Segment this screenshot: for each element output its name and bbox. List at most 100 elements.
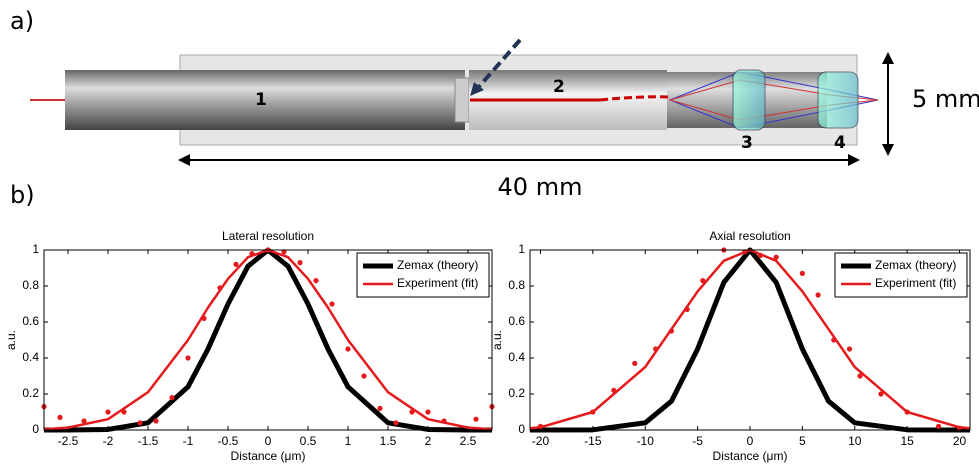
x-tick-label: -1.5	[138, 434, 159, 448]
data-point	[799, 270, 805, 276]
chart-title: Lateral resolution	[222, 229, 314, 243]
data-point	[377, 405, 383, 411]
x-tick-label: 5	[799, 434, 806, 448]
data-point	[904, 409, 910, 415]
data-point	[329, 301, 335, 307]
x-tick-label: -20	[532, 434, 550, 448]
x-tick-label: 2.5	[460, 434, 477, 448]
data-point	[846, 346, 853, 352]
x-tick-label: 20	[953, 434, 967, 448]
x-axis-label: Distance (μm)	[231, 449, 306, 463]
data-point	[611, 387, 617, 393]
y-tick-label: 1	[32, 242, 39, 256]
data-point	[169, 395, 175, 401]
legend-label: Experiment (fit)	[875, 276, 956, 290]
part-label: 1	[255, 90, 267, 110]
data-point	[409, 409, 415, 415]
x-axis-label: Distance (μm)	[713, 449, 788, 463]
y-tick-label: 0.2	[508, 386, 525, 400]
data-point	[632, 360, 638, 366]
x-tick-label: -2.5	[58, 434, 79, 448]
x-tick-label: 2	[425, 434, 432, 448]
lens	[817, 71, 859, 129]
x-tick-label: -5	[692, 434, 703, 448]
data-point	[297, 260, 303, 266]
arrow	[474, 38, 522, 92]
data-point	[153, 418, 159, 424]
diagram: a) 1 2 3 4 5 mm 40 mm b)	[10, 7, 979, 209]
legend-box	[834, 252, 968, 298]
x-tick-label: -10	[637, 434, 655, 448]
part-label: 2	[553, 77, 565, 97]
data-point	[935, 423, 942, 429]
data-point	[393, 420, 399, 426]
lens	[732, 69, 766, 131]
dimension-label: 5 mm	[912, 85, 979, 113]
data-point	[185, 355, 191, 361]
y-tick-label: 0	[518, 422, 525, 436]
dimension-label: 40 mm	[498, 173, 583, 201]
data-point	[57, 414, 63, 420]
data-point	[441, 418, 447, 424]
x-tick-label: 0	[747, 434, 754, 448]
arrow-head	[470, 82, 484, 96]
dimension-arrows	[882, 52, 894, 156]
x-tick-label: 0	[265, 434, 272, 448]
legend-label: Experiment (fit)	[397, 276, 478, 290]
y-tick-label: 0.6	[508, 314, 525, 328]
data-point	[425, 409, 431, 415]
legend-box	[356, 252, 490, 298]
data-point	[105, 409, 111, 415]
fiber-ferrule	[65, 70, 465, 130]
x-tick-label: 0.5	[300, 434, 317, 448]
y-tick-label: 0.8	[508, 278, 525, 292]
beam	[599, 95, 671, 102]
x-tick-label: 15	[900, 434, 914, 448]
x-tick-label: -15	[584, 434, 602, 448]
panel-label: a)	[10, 7, 34, 35]
y-tick-label: 0.4	[508, 350, 525, 364]
x-tick-label: -2	[103, 434, 114, 448]
data-point	[537, 423, 544, 429]
legend-label: Zemax (theory)	[397, 258, 478, 272]
plot-frame	[43, 249, 493, 431]
panel-label: b)	[10, 181, 35, 209]
y-tick-label: 0.4	[22, 350, 39, 364]
data-point	[653, 346, 659, 352]
data-point	[590, 409, 596, 415]
x-tick-label: -1	[183, 434, 194, 448]
data-point	[137, 420, 143, 426]
chart-title: Axial resolution	[709, 229, 790, 243]
data-point	[815, 292, 821, 298]
y-tick-label: 0.6	[22, 314, 39, 328]
y-tick-label: 0.2	[22, 386, 39, 400]
x-tick-label: 1	[345, 434, 352, 448]
data-point	[217, 285, 223, 291]
y-tick-label: 1	[518, 242, 525, 256]
data-point	[121, 409, 127, 415]
data-point	[773, 254, 779, 260]
data-point	[201, 315, 207, 321]
data-point	[249, 251, 255, 257]
x-tick-label: -0.5	[218, 434, 239, 448]
plot-frame	[529, 249, 971, 431]
y-axis-label: a.u.	[4, 330, 18, 350]
y-tick-label: 0.8	[22, 278, 39, 292]
y-tick-label: 0	[32, 422, 39, 436]
data-point	[361, 373, 367, 379]
data-point	[473, 416, 479, 422]
y-axis-label: a.u.	[490, 330, 504, 350]
data-point	[878, 391, 884, 397]
data-point	[81, 418, 87, 424]
data-point	[313, 278, 319, 284]
part-label: 3	[741, 133, 753, 153]
x-tick-label: 1.5	[380, 434, 397, 448]
data-point	[233, 261, 239, 267]
data-point	[668, 328, 675, 334]
data-point	[831, 337, 837, 343]
data-point	[757, 252, 764, 258]
data-point	[345, 346, 351, 352]
data-point	[700, 278, 706, 284]
part-label: 4	[834, 133, 846, 153]
